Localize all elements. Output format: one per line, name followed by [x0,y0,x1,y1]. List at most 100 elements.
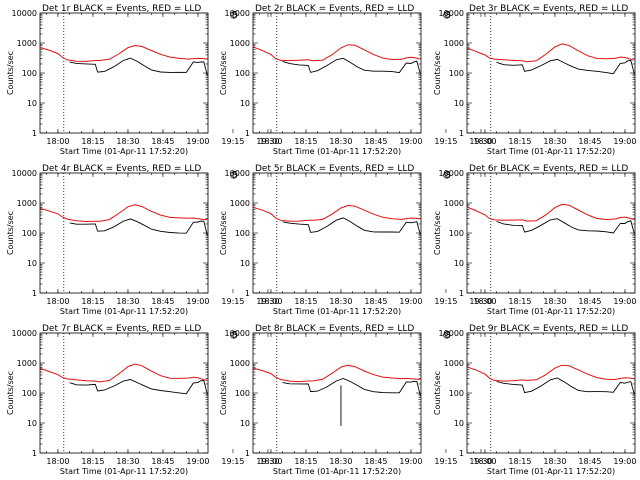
series-events-line [282,57,421,74]
x-tick-label: 18:30 [116,297,139,306]
y-tick-label: 1000 [230,199,250,208]
x-tick-label: 18:00 [473,297,496,306]
panel-title: Det 9r BLACK = Events, RED = LLD [469,324,628,334]
panel-title: Det 3r BLACK = Events, RED = LLD [469,4,628,14]
y-axis-label: Counts/sec [6,51,15,95]
x-tick-label: 18:45 [578,297,601,306]
panel-3: Det 3r BLACK = Events, RED = LLD 1 10 100 10… [433,4,636,156]
x-tick-label: 18:15 [508,137,531,146]
x-tick-label: 19:00 [613,457,636,466]
series-events-line [69,57,208,76]
y-tick-label: 1000 [230,359,250,368]
y-tick-label: 10 [454,419,464,428]
series-events-line [282,378,421,396]
y-tick-label: 1 [32,449,37,458]
panel-8: Det 8r BLACK = Events, RED = LLD 1 10 100 10… [219,324,492,476]
x-tick-label: 18:15 [81,457,104,466]
y-tick-label: 10 [240,259,250,268]
x-tick-label: 19:30 [469,297,492,306]
x-tick-label: 18:15 [508,297,531,306]
x-tick-label: 19:30 [256,457,279,466]
x-tick-label: 18:15 [81,297,104,306]
series-events-line [496,218,635,234]
series-lld-line [252,364,421,383]
x-tick-label: 18:00 [46,297,69,306]
y-tick-label: 1 [245,289,250,298]
panel-7: Det 7r BLACK = Events, RED = LLD 1 10 100 10… [6,324,279,476]
plot-frame [466,332,636,454]
x-tick-label: 18:45 [364,297,387,306]
y-axis-label: Counts/sec [219,211,228,255]
y-tick-label: 1 [459,289,464,298]
annotation-label: S [232,331,238,341]
y-tick-label: 10 [27,99,37,108]
y-tick-label: 100 [22,69,37,78]
y-tick-label: 10 [27,259,37,268]
y-tick-label: 1 [245,449,250,458]
x-tick-label: 18:45 [578,137,601,146]
x-tick-label: 18:45 [364,457,387,466]
x-tick-label: 18:15 [294,457,317,466]
annotation-circle [230,11,238,19]
plot-frame [252,172,422,294]
annotation-circle [230,331,238,339]
x-tick-label: 18:15 [294,137,317,146]
y-tick-label: 100 [449,389,464,398]
x-tick-label: 18:00 [473,137,496,146]
panel-title: Det 2r BLACK = Events, RED = LLD [255,4,414,14]
series-events-line [282,217,421,235]
x-tick-label: 18:00 [46,137,69,146]
x-tick-label: 18:00 [259,457,282,466]
y-tick-label: 100 [449,69,464,78]
series-lld-line [466,43,635,63]
y-tick-label: 1 [245,129,250,138]
y-tick-label: 10000 [439,169,464,178]
x-tick-label: 19:30 [256,297,279,306]
panel-title: Det 8r BLACK = Events, RED = LLD [255,324,414,334]
y-tick-label: 10000 [225,9,250,18]
panel-title: Det 4r BLACK = Events, RED = LLD [42,164,201,174]
y-tick-label: 10 [240,419,250,428]
plot-frame [252,12,422,134]
series-events-line [69,379,208,395]
x-tick-label: 18:00 [46,457,69,466]
y-tick-label: 1000 [17,39,37,48]
x-axis-label: Start Time (01-Apr-11 17:52:20) [487,147,615,156]
y-tick-label: 10000 [439,9,464,18]
x-axis-label: Start Time (01-Apr-11 17:52:20) [60,307,188,316]
x-tick-label: 18:45 [364,137,387,146]
y-tick-label: 1000 [444,199,464,208]
annotation-circle [230,171,238,179]
y-axis-label: Counts/sec [219,371,228,415]
x-tick-label: 19:00 [186,457,209,466]
x-tick-label: 18:30 [543,457,566,466]
y-tick-label: 10000 [225,329,250,338]
y-tick-label: 1 [459,449,464,458]
x-tick-label: 18:30 [329,457,352,466]
x-axis-label: Start Time (01-Apr-11 17:52:20) [487,467,615,476]
x-tick-label: 18:30 [116,457,139,466]
x-tick-label: 19:15 [221,297,244,306]
panel-title: Det 1r BLACK = Events, RED = LLD [42,4,201,14]
annotation-label: S [232,171,238,181]
y-axis-label: Counts/sec [433,211,442,255]
series-events-line [496,58,635,75]
y-tick-label: 100 [235,389,250,398]
x-tick-label: 18:45 [151,137,174,146]
y-axis-label: Counts/sec [433,371,442,415]
annotation-label: S [445,171,451,181]
annotation-label: S [445,331,451,341]
x-tick-label: 18:30 [543,137,566,146]
x-tick-label: 19:00 [186,297,209,306]
y-tick-label: 10 [240,99,250,108]
panel-9: Det 9r BLACK = Events, RED = LLD 1 10 100 10… [433,324,636,476]
panel-title: Det 7r BLACK = Events, RED = LLD [42,324,201,334]
x-axis-label: Start Time (01-Apr-11 17:52:20) [273,147,401,156]
x-tick-label: 18:30 [329,137,352,146]
x-tick-label: 19:00 [613,297,636,306]
x-tick-label: 18:15 [508,457,531,466]
x-tick-label: 18:15 [294,297,317,306]
y-tick-label: 100 [22,389,37,398]
x-tick-label: 19:00 [399,457,422,466]
